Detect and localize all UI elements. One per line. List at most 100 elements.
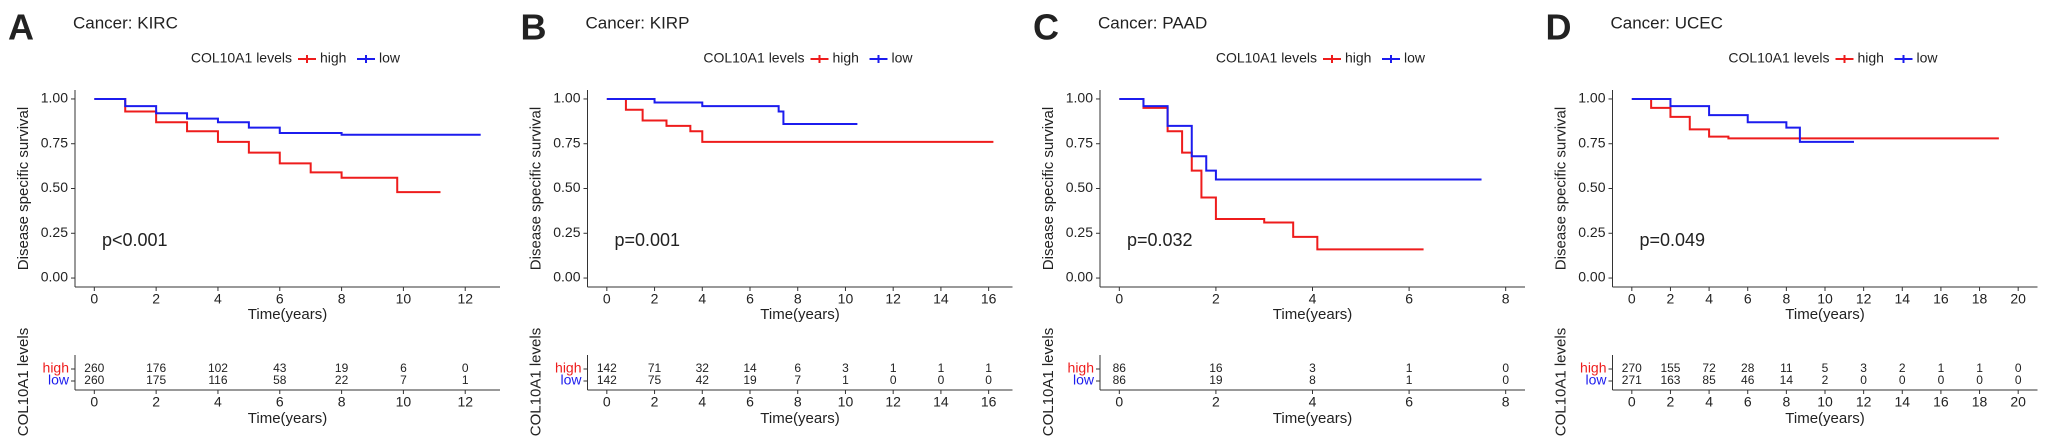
risk-count: 11 bbox=[1780, 361, 1793, 375]
risk-count: 6 bbox=[794, 361, 801, 375]
risk-count: 270 bbox=[1622, 361, 1642, 375]
risk-x-tick-label: 10 bbox=[1817, 394, 1833, 410]
risk-count: 2 bbox=[1822, 373, 1829, 387]
risk-row-label: low bbox=[1585, 372, 1607, 388]
survival-curve bbox=[94, 97, 441, 194]
risk-x-tick-label: 8 bbox=[794, 394, 802, 410]
risk-x-tick-label: 2 bbox=[1667, 394, 1675, 410]
legend-label: low bbox=[379, 50, 401, 66]
risk-count: 0 bbox=[1938, 373, 1945, 387]
y-tick-label: 0.75 bbox=[1066, 134, 1093, 150]
risk-count: 46 bbox=[1741, 373, 1755, 387]
risk-x-tick-label: 0 bbox=[1628, 394, 1636, 410]
x-tick-label: 14 bbox=[933, 291, 949, 307]
risk-count: 0 bbox=[1502, 361, 1509, 375]
y-axis-label: Disease specific survival bbox=[15, 107, 32, 270]
survival-curve bbox=[606, 97, 858, 126]
risk-count: 1 bbox=[938, 361, 945, 375]
y-axis-label: Disease specific survival bbox=[527, 107, 544, 270]
risk-count: 3 bbox=[1309, 361, 1316, 375]
risk-x-tick-label: 10 bbox=[396, 394, 412, 410]
panel-letter: D bbox=[1546, 7, 1572, 48]
p-value: p=0.032 bbox=[1127, 230, 1193, 250]
x-tick-label: 10 bbox=[838, 291, 854, 307]
risk-count: 19 bbox=[1209, 373, 1223, 387]
risk-x-tick-label: 2 bbox=[1212, 394, 1220, 410]
risk-x-tick-label: 12 bbox=[885, 394, 901, 410]
risk-count: 6 bbox=[400, 361, 407, 375]
x-tick-label: 16 bbox=[1933, 291, 1949, 307]
risk-count: 0 bbox=[2015, 373, 2022, 387]
risk-x-tick-label: 4 bbox=[1309, 394, 1317, 410]
risk-x-axis-label: Time(years) bbox=[760, 410, 839, 427]
x-axis-label: Time(years) bbox=[760, 306, 839, 323]
survival-curve bbox=[1631, 97, 1999, 140]
legend-label: low bbox=[892, 50, 914, 66]
risk-count: 0 bbox=[890, 373, 897, 387]
risk-count: 1 bbox=[1406, 373, 1413, 387]
x-axis-label: Time(years) bbox=[1785, 306, 1864, 323]
legend-title: COL10A1 levels bbox=[1728, 50, 1829, 66]
risk-x-tick-label: 2 bbox=[152, 394, 160, 410]
risk-count: 58 bbox=[273, 373, 287, 387]
risk-x-tick-label: 8 bbox=[338, 394, 346, 410]
y-tick-label: 0.00 bbox=[553, 269, 580, 285]
risk-x-tick-label: 12 bbox=[1856, 394, 1872, 410]
risk-count: 155 bbox=[1660, 361, 1680, 375]
risk-x-tick-label: 14 bbox=[933, 394, 949, 410]
y-axis-label: Disease specific survival bbox=[1552, 107, 1569, 270]
risk-x-axis-label: Time(years) bbox=[248, 410, 327, 427]
x-axis-label: Time(years) bbox=[1273, 306, 1352, 323]
risk-count: 42 bbox=[696, 373, 710, 387]
x-tick-label: 2 bbox=[1667, 291, 1675, 307]
y-tick-label: 0.50 bbox=[41, 179, 68, 195]
risk-x-tick-label: 20 bbox=[2010, 394, 2026, 410]
y-tick-label: 1.00 bbox=[553, 90, 580, 106]
risk-count: 142 bbox=[597, 373, 617, 387]
legend-label: high bbox=[833, 50, 859, 66]
y-tick-label: 1.00 bbox=[1066, 90, 1093, 106]
risk-row-label: low bbox=[48, 372, 70, 388]
risk-count: 7 bbox=[794, 373, 801, 387]
risk-count: 3 bbox=[842, 361, 849, 375]
risk-row-label: high bbox=[1068, 360, 1094, 376]
x-tick-label: 4 bbox=[1309, 291, 1317, 307]
risk-count: 1 bbox=[985, 361, 992, 375]
x-tick-label: 0 bbox=[1628, 291, 1636, 307]
risk-count: 85 bbox=[1702, 373, 1716, 387]
risk-x-tick-label: 2 bbox=[651, 394, 659, 410]
risk-row-label: low bbox=[560, 372, 582, 388]
y-tick-label: 0.75 bbox=[41, 134, 68, 150]
y-tick-label: 0.50 bbox=[1066, 179, 1093, 195]
risk-count: 1 bbox=[890, 361, 897, 375]
risk-y-axis-label: COL10A1 levels bbox=[15, 328, 32, 436]
y-tick-label: 0.25 bbox=[1578, 224, 1605, 240]
risk-count: 7 bbox=[400, 373, 407, 387]
x-tick-label: 8 bbox=[338, 291, 346, 307]
x-tick-label: 2 bbox=[651, 291, 659, 307]
x-tick-label: 10 bbox=[1817, 291, 1833, 307]
risk-count: 0 bbox=[2015, 361, 2022, 375]
panel-letter: A bbox=[8, 7, 34, 48]
risk-row-label: high bbox=[43, 360, 69, 376]
p-value: p<0.001 bbox=[102, 230, 168, 250]
risk-x-tick-label: 18 bbox=[1972, 394, 1988, 410]
risk-count: 16 bbox=[1209, 361, 1223, 375]
risk-x-tick-label: 4 bbox=[1705, 394, 1713, 410]
x-tick-label: 8 bbox=[1502, 291, 1510, 307]
y-tick-label: 0.00 bbox=[1578, 269, 1605, 285]
risk-count: 8 bbox=[1309, 373, 1316, 387]
y-tick-label: 0.50 bbox=[1578, 179, 1605, 195]
chart-title: Cancer: KIRP bbox=[586, 13, 690, 32]
risk-count: 0 bbox=[985, 373, 992, 387]
risk-y-axis-label: COL10A1 levels bbox=[1552, 328, 1569, 436]
risk-count: 1 bbox=[1406, 361, 1413, 375]
x-axis-label: Time(years) bbox=[248, 306, 327, 323]
survival-curve bbox=[1119, 97, 1424, 251]
risk-x-tick-label: 6 bbox=[276, 394, 284, 410]
risk-x-tick-label: 14 bbox=[1894, 394, 1910, 410]
x-tick-label: 8 bbox=[1782, 291, 1790, 307]
